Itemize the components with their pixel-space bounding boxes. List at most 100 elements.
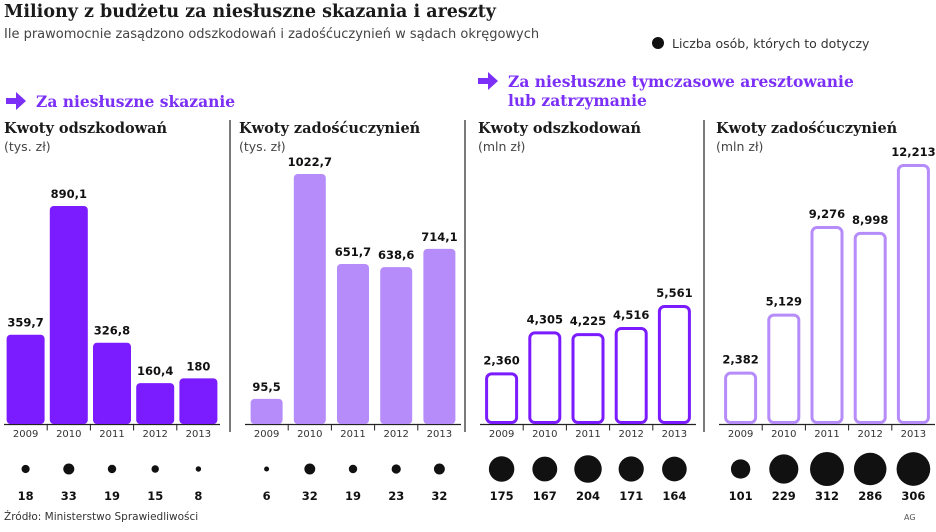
bar-value-label: 5,561	[656, 286, 692, 300]
bar-2010	[767, 313, 801, 424]
bar-2011	[93, 342, 131, 424]
x-tick-label: 2013	[186, 429, 211, 440]
x-tick-label: 2012	[383, 429, 408, 440]
x-tick-label: 2010	[532, 429, 557, 440]
people-count-label: 15	[147, 489, 163, 503]
people-dot-2012	[853, 452, 887, 486]
panel-3-unit: (mln zł)	[478, 139, 526, 154]
people-dot-2013	[662, 456, 687, 482]
panel-4-title: Kwoty zadośćuczynień	[716, 120, 898, 137]
legend-label: Liczba osób, których to dotyczy	[672, 36, 870, 51]
bar-2013	[179, 378, 218, 424]
bar-2013	[657, 305, 691, 424]
bar-2010	[293, 174, 326, 424]
people-count-label: 175	[490, 489, 514, 503]
arrow-right-icon	[478, 72, 498, 90]
people-dot-2011	[810, 452, 844, 486]
bar-2009	[250, 398, 283, 424]
people-dot-2011	[574, 455, 602, 483]
x-tick-label: 2012	[857, 429, 882, 440]
bar-2009	[6, 334, 45, 424]
people-dot-2009	[264, 466, 270, 472]
bar-value-label: 8,998	[852, 213, 888, 227]
x-tick-label: 2009	[13, 429, 38, 440]
bar-value-label: 1022,7	[288, 155, 332, 169]
bar-2013	[423, 248, 456, 424]
people-count-label: 33	[61, 489, 77, 503]
people-count-label: 32	[302, 489, 318, 503]
x-tick-label: 2013	[901, 429, 926, 440]
legend: Liczba osób, których to dotyczy	[652, 36, 869, 51]
x-tick-label: 2009	[254, 429, 279, 440]
bar-2010	[528, 331, 562, 425]
bar-value-label: 12,213	[891, 145, 935, 159]
people-count-label: 204	[576, 489, 600, 503]
people-dot-2009	[488, 456, 515, 482]
x-tick-label: 2010	[771, 429, 796, 440]
bar-2009	[485, 372, 519, 424]
bar-2013	[896, 164, 930, 424]
people-dot-2011	[107, 464, 117, 474]
x-tick-label: 2009	[489, 429, 514, 440]
bar-2012	[853, 231, 887, 424]
bar-value-label: 714,1	[421, 230, 457, 244]
bar-2011	[810, 226, 844, 424]
section-heading-detention: Za niesłuszne tymczasowe aresztowanie lub…	[508, 72, 854, 110]
x-tick-label: 2009	[728, 429, 753, 440]
x-tick-label: 2012	[142, 429, 167, 440]
bar-value-label: 180	[186, 359, 210, 373]
people-dot-2011	[348, 464, 358, 474]
bar-2012	[136, 383, 175, 424]
people-count-label: 229	[772, 489, 796, 503]
x-tick-label: 2013	[662, 429, 687, 440]
people-count-label: 8	[194, 489, 202, 503]
source-note: Źródło: Ministerstwo Sprawiedliwości	[4, 511, 199, 523]
bar-value-label: 2,360	[483, 353, 519, 367]
people-dot-2013	[433, 463, 445, 475]
x-tick-label: 2010	[56, 429, 81, 440]
bar-value-label: 9,276	[809, 207, 845, 221]
bar-value-label: 638,6	[378, 248, 414, 262]
bar-value-label: 651,7	[335, 245, 371, 259]
chart-title: Miliony z budżetu za niesłuszne skazania…	[4, 2, 496, 22]
bar-value-label: 95,5	[252, 380, 280, 394]
arrow-right-icon	[6, 92, 26, 110]
people-dot-2013	[896, 452, 931, 486]
bar-value-label: 326,8	[94, 324, 130, 338]
x-tick-label: 2011	[340, 429, 365, 440]
panel-1-unit: (tys. zł)	[4, 139, 51, 154]
people-count-label: 6	[263, 489, 271, 503]
people-dot-2009	[21, 464, 30, 474]
panel-2-unit: (tys. zł)	[239, 139, 286, 154]
people-dot-2012	[391, 464, 401, 474]
people-count-label: 164	[662, 489, 686, 503]
bar-value-label: 890,1	[51, 187, 87, 201]
people-count-label: 32	[431, 489, 447, 503]
people-dot-2010	[63, 463, 75, 475]
bar-2011	[571, 333, 605, 424]
bar-2010	[49, 206, 88, 424]
panel-4-unit: (mln zł)	[716, 139, 764, 154]
x-tick-label: 2011	[814, 429, 839, 440]
people-dot-2012	[618, 456, 644, 482]
author-credit: AG	[904, 513, 916, 522]
x-tick-label: 2011	[575, 429, 600, 440]
people-count-label: 19	[104, 489, 120, 503]
chart-subtitle: Ile prawomocnie zasądzono odszkodowań i …	[4, 27, 540, 42]
panel-2-title: Kwoty zadośćuczynień	[239, 120, 421, 137]
bar-value-label: 359,7	[7, 316, 43, 330]
people-dot-2010	[532, 456, 558, 482]
people-count-label: 167	[533, 489, 557, 503]
x-tick-label: 2013	[427, 429, 452, 440]
people-count-label: 312	[815, 489, 839, 503]
people-dot-2010	[769, 454, 799, 484]
people-count-label: 171	[619, 489, 643, 503]
x-tick-label: 2011	[99, 429, 124, 440]
people-count-label: 23	[388, 489, 404, 503]
bar-value-label: 160,4	[137, 364, 173, 378]
bar-2011	[337, 263, 369, 424]
section-heading-conviction: Za niesłuszne skazanie	[36, 92, 236, 111]
section-heading-line-2: lub zatrzymanie	[508, 91, 647, 110]
people-dot-2009	[730, 459, 751, 479]
